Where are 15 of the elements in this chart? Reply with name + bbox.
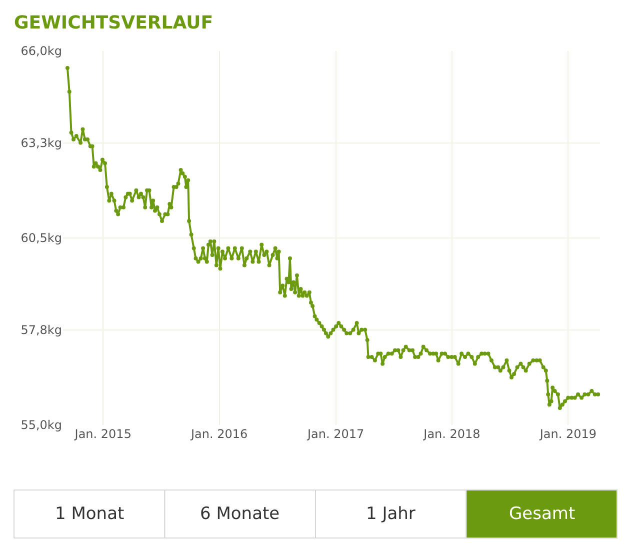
y-tick-label: 63,3kg (20, 136, 62, 150)
y-tick-label: 60,5kg (20, 231, 62, 246)
x-tick-label: Jan. 2015 (74, 427, 132, 441)
chart-title: GEWICHTSVERLAUF (14, 12, 213, 34)
x-tick-label: Jan. 2018 (422, 427, 480, 441)
x-tick-label: Jan. 2019 (538, 427, 597, 441)
y-tick-label: 66,0kg (20, 44, 62, 58)
text: 1 Jahr (366, 504, 416, 524)
text: Gesamt (509, 504, 576, 524)
text: 6 Monate (200, 504, 280, 524)
text: 1 Monat (55, 504, 124, 524)
x-tick-label: Jan. 2016 (190, 427, 248, 441)
y-tick-label: 57,8kg (20, 323, 62, 337)
y-tick-label: 55,0kg (20, 418, 62, 432)
x-tick-label: Jan. 2017 (306, 427, 364, 441)
